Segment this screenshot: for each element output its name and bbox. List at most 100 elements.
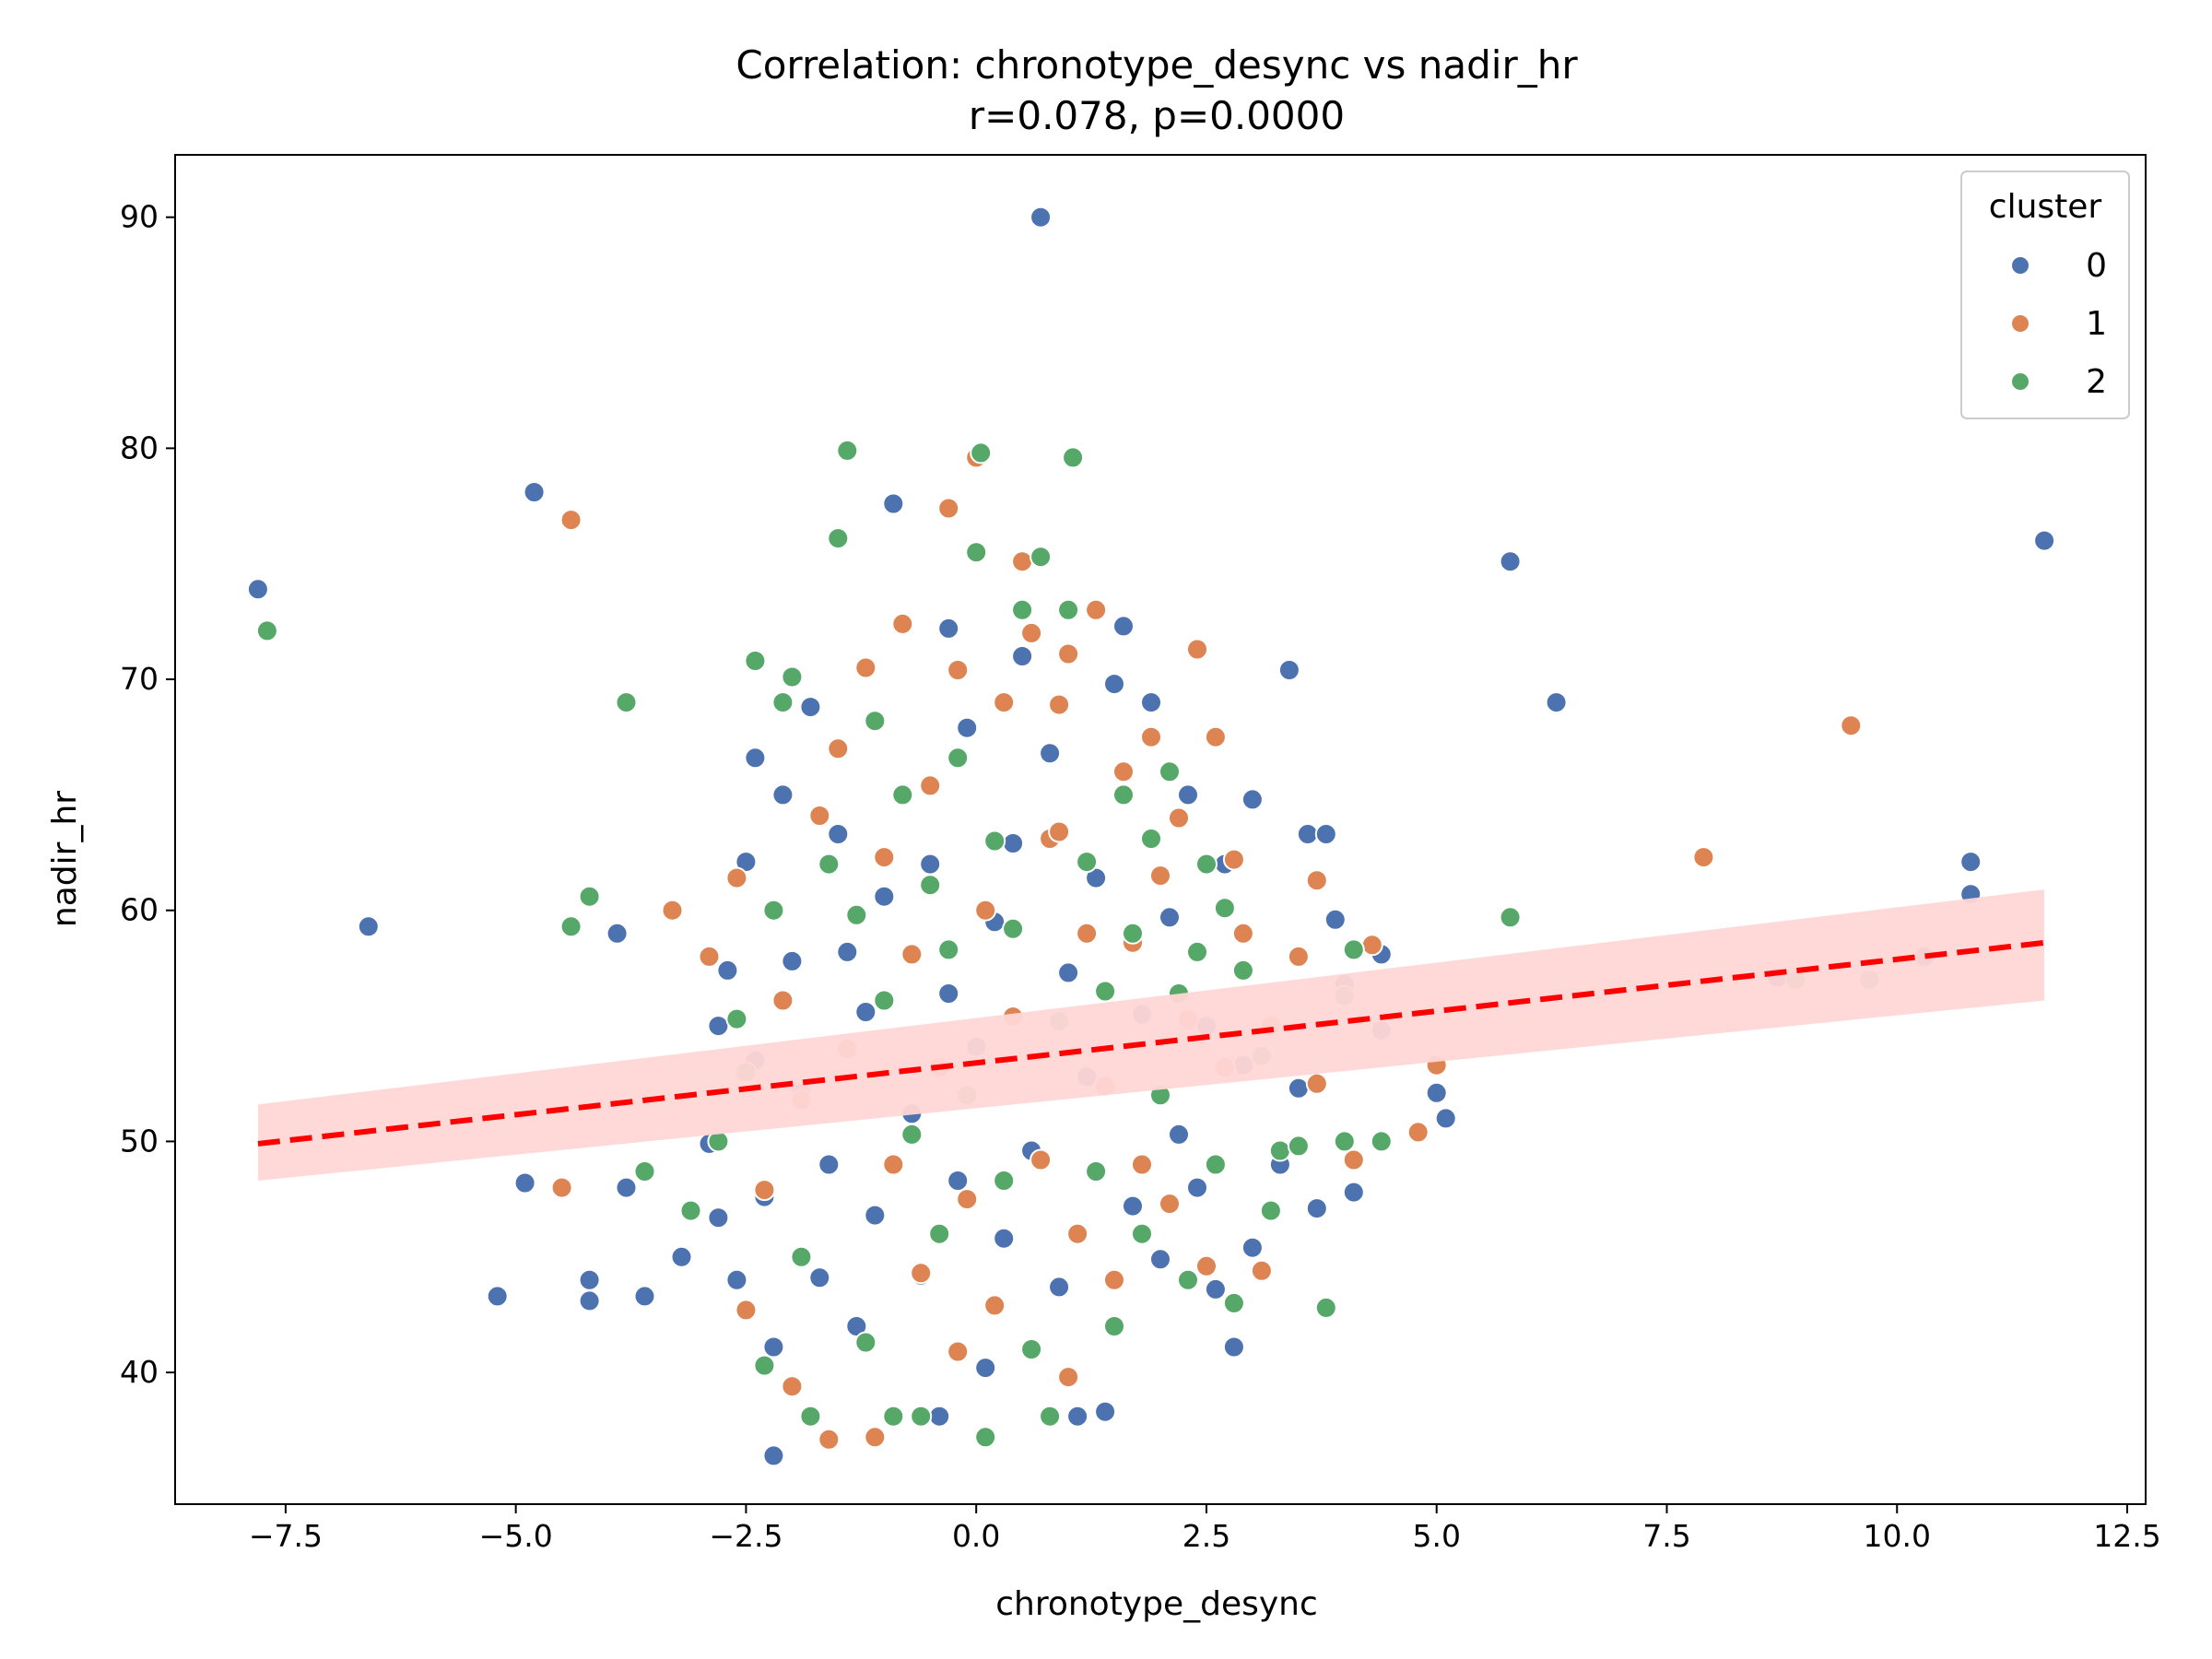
data-point — [781, 949, 804, 972]
data-point — [1122, 922, 1144, 945]
regression-line — [257, 939, 2045, 1147]
data-point — [357, 915, 380, 938]
data-point — [928, 1222, 951, 1245]
data-point — [1186, 1176, 1208, 1199]
data-point — [854, 1331, 877, 1354]
data-point — [1333, 1130, 1356, 1153]
data-point — [1195, 853, 1218, 876]
data-point — [983, 830, 1006, 853]
data-point — [937, 982, 960, 1005]
data-point — [1112, 615, 1135, 638]
data-point — [1545, 691, 1568, 714]
data-point — [1231, 959, 1254, 982]
data-point — [919, 774, 942, 797]
data-point — [1499, 550, 1522, 573]
data-point — [1342, 1181, 1365, 1204]
data-point — [1314, 1296, 1337, 1319]
data-point — [956, 716, 979, 739]
data-point — [771, 783, 794, 806]
data-point — [854, 1001, 877, 1023]
data-point — [910, 1405, 933, 1428]
data-point — [891, 612, 914, 635]
data-point — [1360, 934, 1383, 957]
data-point — [559, 509, 582, 532]
data-point — [799, 1405, 822, 1428]
data-point — [1277, 659, 1300, 681]
x-tick-label: −5.0 — [479, 1518, 553, 1554]
data-point — [983, 1294, 1006, 1317]
data-point — [781, 1375, 804, 1398]
data-point — [1020, 1338, 1043, 1360]
data-point — [818, 1428, 841, 1451]
series-1 — [550, 446, 1863, 1451]
data-point — [1149, 1248, 1171, 1271]
data-point — [550, 1176, 573, 1199]
data-point — [974, 1357, 997, 1380]
data-point — [1112, 760, 1135, 783]
data-point — [1030, 206, 1053, 229]
data-point — [707, 1206, 730, 1230]
data-point — [1204, 725, 1227, 748]
data-point — [1222, 1291, 1245, 1314]
data-point — [1057, 598, 1080, 621]
data-point — [1002, 832, 1025, 854]
data-point — [1094, 980, 1117, 1003]
data-point — [523, 481, 546, 503]
data-point — [818, 853, 841, 876]
data-point — [578, 885, 601, 908]
x-tick-label: 7.5 — [1642, 1518, 1690, 1554]
axes-frame — [174, 154, 2147, 1505]
data-point — [679, 1199, 702, 1222]
data-point — [919, 874, 942, 897]
data-point — [1195, 1254, 1218, 1277]
data-point — [1112, 783, 1135, 806]
data-point — [956, 1188, 979, 1211]
data-point — [1177, 1268, 1199, 1291]
data-point — [974, 1426, 997, 1449]
data-point — [1406, 1121, 1430, 1144]
data-point — [836, 940, 859, 963]
x-tick-label: −2.5 — [709, 1518, 782, 1554]
data-point — [725, 866, 748, 889]
data-point — [725, 1007, 748, 1030]
data-point — [891, 783, 914, 806]
data-point — [744, 747, 767, 770]
data-point — [799, 696, 822, 719]
regression-confidence-band — [257, 889, 2045, 1182]
y-tick-label: 40 — [120, 1354, 159, 1390]
data-point — [1011, 550, 1034, 573]
data-point — [827, 737, 850, 760]
data-point — [928, 1405, 951, 1428]
data-point — [1103, 1268, 1125, 1291]
data-point — [993, 1170, 1016, 1192]
data-point — [578, 1268, 601, 1291]
data-point — [947, 659, 970, 681]
data-point — [818, 1153, 841, 1176]
data-point — [1085, 1160, 1108, 1182]
data-point — [781, 665, 804, 688]
data-point — [1250, 1259, 1273, 1282]
data-point — [1076, 851, 1099, 874]
data-point — [845, 903, 868, 926]
legend-label-1: 1 — [2086, 305, 2107, 343]
data-point — [753, 1354, 776, 1377]
data-point — [1140, 725, 1162, 748]
data-point — [873, 885, 896, 908]
data-point — [716, 959, 739, 982]
data-point — [836, 439, 859, 462]
data-point — [633, 1285, 656, 1308]
data-point — [1103, 1315, 1125, 1337]
data-point — [744, 650, 767, 672]
data-point — [1287, 945, 1310, 968]
data-point — [1370, 1130, 1393, 1153]
data-point — [1011, 645, 1034, 667]
data-point — [1048, 1276, 1071, 1299]
legend-marker-1 — [2010, 313, 2030, 334]
x-axis-label: chronotype_desync — [995, 1585, 1318, 1623]
data-point — [1168, 806, 1190, 830]
data-point — [578, 1289, 601, 1312]
data-point — [1159, 1193, 1181, 1216]
data-point — [1241, 788, 1264, 811]
legend-marker-2 — [2010, 371, 2030, 392]
